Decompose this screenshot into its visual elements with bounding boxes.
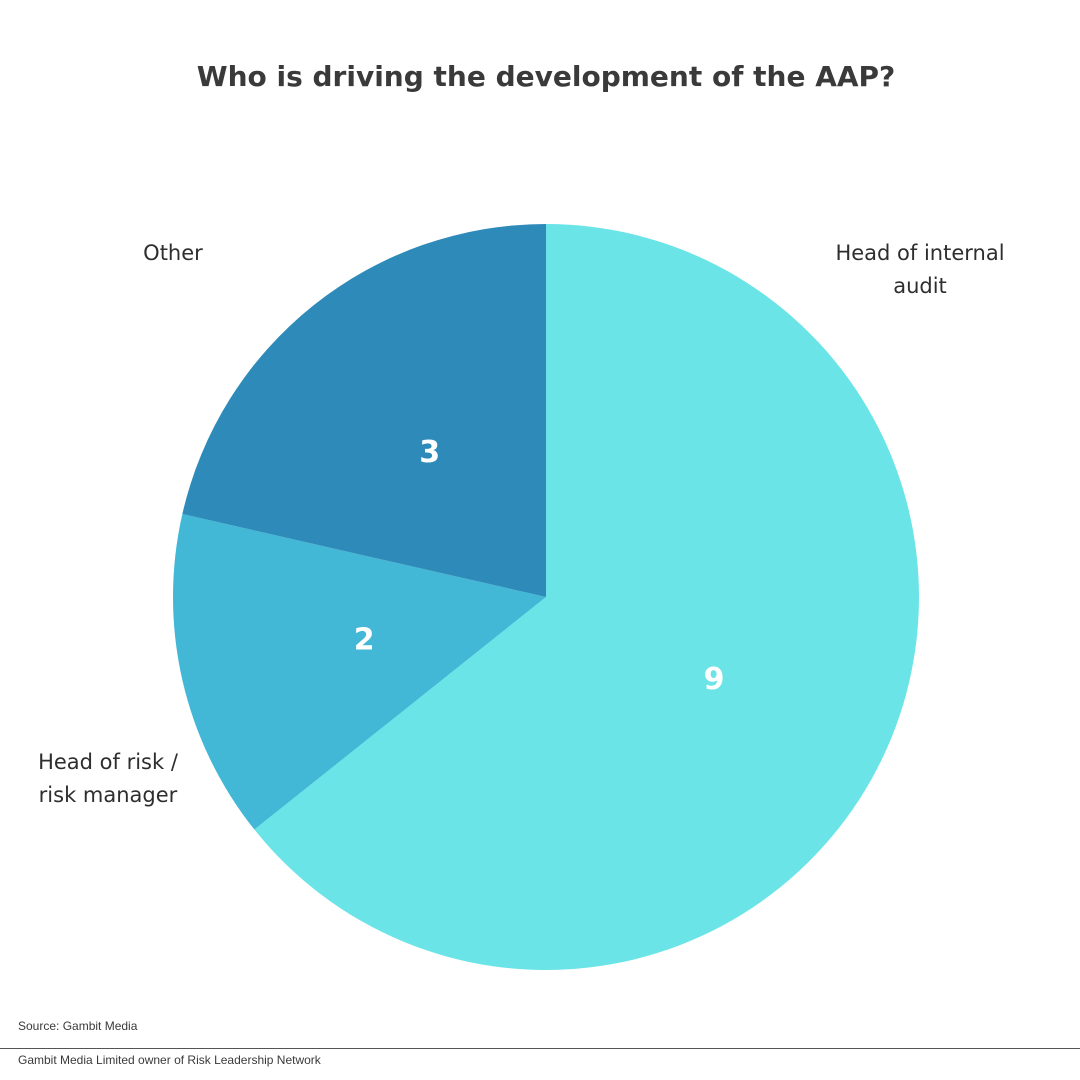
category-label-other: Other	[143, 241, 203, 265]
category-label-head-of-risk-risk-manager: Head of risk / risk manager	[38, 750, 179, 807]
slice-head-of-internal-audit	[254, 224, 920, 971]
slice-other	[182, 224, 546, 597]
value-label-head-of-internal-audit: 9	[704, 662, 725, 697]
owner-note: Gambit Media Limited owner of Risk Leade…	[18, 1053, 321, 1067]
source-note: Source: Gambit Media	[18, 1019, 138, 1033]
chart-title: Who is driving the development of the AA…	[197, 60, 896, 93]
slice-head-of-risk-risk-manager	[172, 514, 546, 830]
category-label-head-of-internal-audit: Head of internal audit	[835, 241, 1004, 298]
value-label-head-of-risk-risk-manager: 2	[354, 623, 375, 658]
value-label-other: 3	[419, 435, 440, 470]
footer-divider	[0, 1048, 1080, 1049]
